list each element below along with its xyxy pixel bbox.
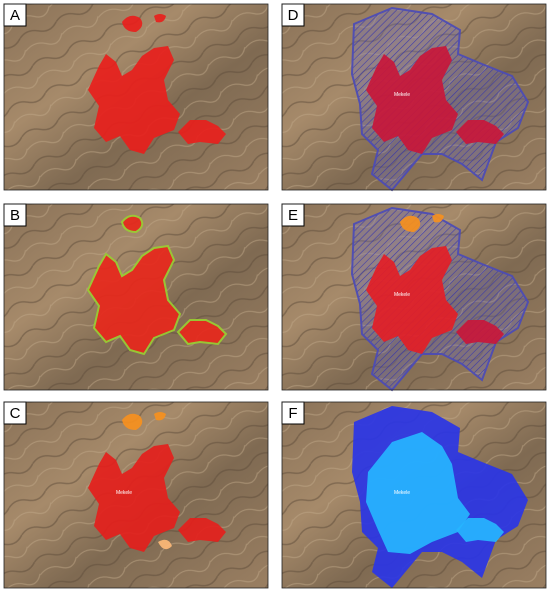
place-label: Mekele bbox=[394, 490, 410, 496]
panel-border bbox=[281, 401, 547, 589]
area-overlay bbox=[122, 15, 143, 32]
map-panel: A bbox=[3, 3, 269, 191]
place-label: Mekele bbox=[394, 92, 410, 98]
map-panel: Mekele C bbox=[3, 401, 269, 589]
map-panel: Mekele F bbox=[281, 401, 547, 589]
panel-label: A bbox=[10, 7, 20, 24]
panel-border bbox=[3, 3, 269, 191]
panel-border bbox=[3, 401, 269, 589]
panel-label: F bbox=[288, 405, 297, 422]
area-overlay bbox=[400, 215, 421, 232]
area-overlay bbox=[176, 319, 228, 346]
area-overlay bbox=[86, 244, 182, 356]
panel-label: B bbox=[10, 207, 20, 224]
place-label: Mekele bbox=[116, 490, 132, 496]
area-overlay bbox=[456, 320, 504, 344]
area-overlay bbox=[432, 214, 444, 223]
area-overlay bbox=[154, 412, 166, 421]
area-overlay bbox=[178, 518, 226, 542]
panel-border bbox=[3, 203, 269, 391]
area-overlay bbox=[158, 539, 172, 550]
area-overlay bbox=[88, 444, 180, 552]
area-overlay bbox=[456, 120, 504, 144]
area-overlay bbox=[88, 46, 180, 154]
area-overlay bbox=[366, 432, 470, 554]
area-overlay bbox=[366, 246, 458, 354]
panel-border bbox=[281, 3, 547, 191]
area-overlay bbox=[178, 120, 226, 144]
place-label: Mekele bbox=[394, 292, 410, 298]
panel-border bbox=[281, 203, 547, 391]
panel-label: E bbox=[288, 207, 298, 224]
area-overlay bbox=[456, 518, 504, 542]
map-panel: Mekele E bbox=[281, 203, 547, 392]
area-overlay bbox=[120, 214, 144, 234]
map-panel: Mekele D bbox=[281, 3, 547, 192]
area-overlay bbox=[154, 14, 166, 23]
map-panel: B bbox=[3, 203, 269, 391]
panel-label: C bbox=[10, 405, 21, 422]
panel-label: D bbox=[288, 7, 299, 24]
area-overlay bbox=[366, 46, 458, 154]
area-overlay bbox=[122, 413, 143, 430]
